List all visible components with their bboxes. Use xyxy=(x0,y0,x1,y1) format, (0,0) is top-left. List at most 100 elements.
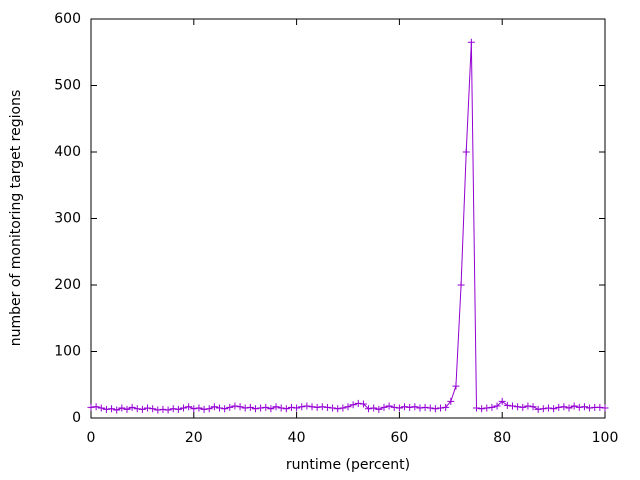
y-tick-label: 400 xyxy=(54,144,81,160)
point-marker xyxy=(236,403,244,411)
point-marker xyxy=(92,403,100,411)
point-marker xyxy=(544,404,552,412)
point-marker xyxy=(272,403,280,411)
point-marker xyxy=(580,403,588,411)
point-marker xyxy=(349,401,357,409)
point-marker xyxy=(97,404,105,412)
point-marker xyxy=(503,401,511,409)
point-marker xyxy=(180,404,188,412)
point-marker xyxy=(370,404,378,412)
point-marker xyxy=(257,404,265,412)
point-marker xyxy=(467,38,475,46)
point-marker xyxy=(293,404,301,412)
point-marker xyxy=(251,405,259,413)
point-marker xyxy=(560,403,568,411)
x-tick-label: 0 xyxy=(87,430,96,446)
point-marker xyxy=(267,405,275,413)
point-marker xyxy=(550,405,558,413)
point-marker xyxy=(195,404,203,412)
point-marker xyxy=(395,404,403,412)
point-marker xyxy=(375,405,383,413)
point-marker xyxy=(118,404,126,412)
point-marker xyxy=(323,403,331,411)
point-marker xyxy=(601,404,609,412)
point-marker xyxy=(401,403,409,411)
point-marker xyxy=(524,402,532,410)
point-marker xyxy=(406,403,414,411)
x-tick-label: 60 xyxy=(390,430,408,446)
point-marker xyxy=(221,405,229,413)
point-marker xyxy=(210,403,218,411)
point-marker xyxy=(539,405,547,413)
x-tick-label: 40 xyxy=(288,430,306,446)
y-axis-label: number of monitoring target regions xyxy=(8,90,24,347)
point-marker xyxy=(226,403,234,411)
x-tick-label: 100 xyxy=(592,430,619,446)
point-marker xyxy=(421,403,429,411)
point-marker xyxy=(123,405,131,413)
point-marker xyxy=(493,402,501,410)
point-marker xyxy=(473,404,480,412)
point-marker xyxy=(534,405,542,413)
point-marker xyxy=(308,403,316,411)
y-tick-label: 100 xyxy=(54,344,81,360)
point-marker xyxy=(287,403,295,411)
point-marker xyxy=(596,403,604,411)
y-tick-label: 200 xyxy=(54,277,81,293)
point-marker xyxy=(390,403,398,411)
point-marker xyxy=(277,404,285,412)
point-marker xyxy=(570,402,578,410)
point-marker xyxy=(334,405,342,413)
point-marker xyxy=(508,402,516,410)
point-marker xyxy=(359,400,367,408)
point-marker xyxy=(344,403,352,411)
point-marker xyxy=(318,403,326,411)
plot-frame xyxy=(90,18,606,419)
point-marker xyxy=(282,405,290,413)
point-marker xyxy=(431,405,439,413)
point-marker xyxy=(462,148,470,156)
point-marker xyxy=(519,403,527,411)
y-tick-label: 500 xyxy=(54,78,81,94)
point-marker xyxy=(231,402,239,410)
point-marker xyxy=(164,406,172,414)
point-marker xyxy=(113,406,121,414)
y-tick-label: 600 xyxy=(54,11,81,27)
point-marker xyxy=(452,382,460,390)
point-marker xyxy=(313,403,321,411)
point-marker xyxy=(555,403,563,411)
point-marker xyxy=(483,404,491,412)
point-marker xyxy=(262,403,270,411)
point-marker xyxy=(437,404,445,412)
x-axis-label: runtime (percent) xyxy=(286,457,410,473)
point-marker xyxy=(246,403,254,411)
point-marker xyxy=(457,281,465,289)
point-marker xyxy=(185,403,193,411)
point-marker xyxy=(190,405,198,413)
point-marker xyxy=(149,405,157,413)
point-marker xyxy=(174,405,182,413)
point-marker xyxy=(329,404,337,412)
y-tick-label: 300 xyxy=(54,211,81,227)
point-marker xyxy=(298,403,306,411)
point-marker xyxy=(102,405,110,413)
point-marker xyxy=(498,397,506,405)
point-marker xyxy=(216,404,223,412)
point-marker xyxy=(529,403,537,411)
point-marker xyxy=(205,405,213,413)
point-marker xyxy=(200,405,208,413)
data-line xyxy=(90,42,606,411)
point-marker xyxy=(514,403,522,411)
point-marker xyxy=(303,402,311,410)
x-tick-label: 80 xyxy=(493,430,511,446)
point-marker xyxy=(169,405,177,413)
point-marker xyxy=(365,405,373,413)
point-marker xyxy=(339,404,347,412)
point-marker xyxy=(108,405,116,413)
point-marker xyxy=(87,403,95,411)
point-marker xyxy=(442,403,450,411)
point-marker xyxy=(565,404,573,412)
point-marker xyxy=(488,403,496,411)
point-marker xyxy=(478,405,486,413)
